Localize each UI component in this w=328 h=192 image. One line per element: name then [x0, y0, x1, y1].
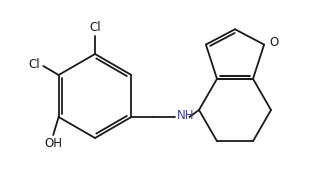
Text: NH: NH [177, 108, 195, 122]
Text: Cl: Cl [29, 59, 40, 71]
Text: Cl: Cl [89, 21, 101, 34]
Text: OH: OH [44, 137, 62, 150]
Text: O: O [269, 36, 278, 49]
